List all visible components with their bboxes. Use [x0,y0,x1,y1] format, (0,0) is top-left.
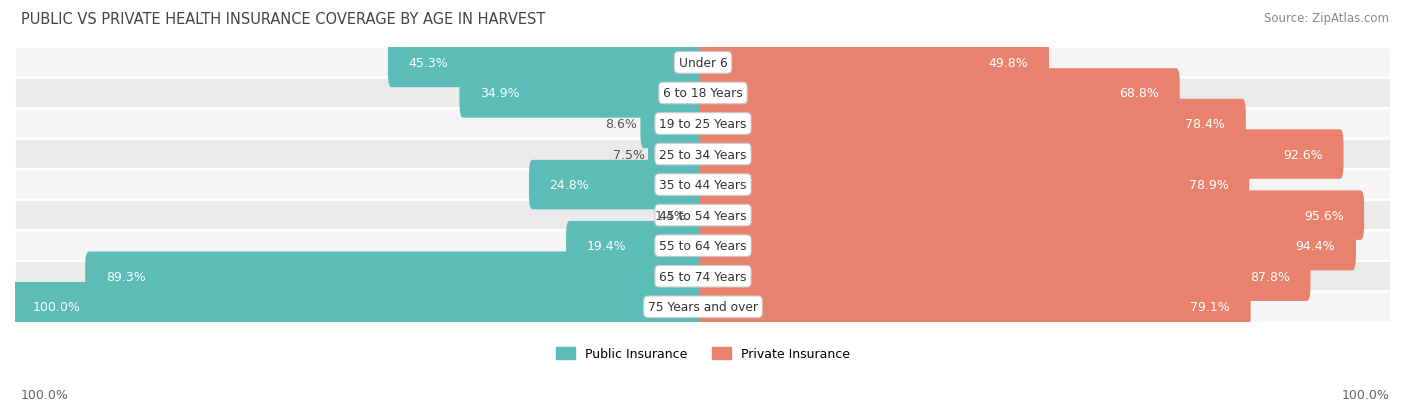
FancyBboxPatch shape [15,48,1391,78]
FancyBboxPatch shape [700,100,1246,149]
Text: 65 to 74 Years: 65 to 74 Years [659,270,747,283]
Text: PUBLIC VS PRIVATE HEALTH INSURANCE COVERAGE BY AGE IN HARVEST: PUBLIC VS PRIVATE HEALTH INSURANCE COVER… [21,12,546,27]
FancyBboxPatch shape [86,252,706,301]
FancyBboxPatch shape [700,38,1049,88]
FancyBboxPatch shape [15,292,1391,322]
Text: 19.4%: 19.4% [586,240,626,253]
FancyBboxPatch shape [388,38,706,88]
FancyBboxPatch shape [690,191,706,240]
FancyBboxPatch shape [700,160,1250,210]
Text: 89.3%: 89.3% [105,270,146,283]
Text: 45 to 54 Years: 45 to 54 Years [659,209,747,222]
Text: 25 to 34 Years: 25 to 34 Years [659,148,747,161]
Text: 7.5%: 7.5% [613,148,644,161]
FancyBboxPatch shape [700,191,1364,240]
FancyBboxPatch shape [15,231,1391,261]
Text: Under 6: Under 6 [679,57,727,70]
Text: 100.0%: 100.0% [32,301,80,313]
FancyBboxPatch shape [15,200,1391,231]
Text: 1.4%: 1.4% [655,209,686,222]
Text: 75 Years and over: 75 Years and over [648,301,758,313]
FancyBboxPatch shape [700,252,1310,301]
Text: 35 to 44 Years: 35 to 44 Years [659,179,747,192]
Text: 34.9%: 34.9% [479,87,520,100]
FancyBboxPatch shape [648,130,706,179]
Text: 100.0%: 100.0% [1341,388,1389,401]
FancyBboxPatch shape [15,140,1391,170]
Text: Source: ZipAtlas.com: Source: ZipAtlas.com [1264,12,1389,25]
FancyBboxPatch shape [640,100,706,149]
FancyBboxPatch shape [700,130,1344,179]
Text: 6 to 18 Years: 6 to 18 Years [664,87,742,100]
Text: 92.6%: 92.6% [1284,148,1323,161]
FancyBboxPatch shape [11,282,706,332]
Text: 24.8%: 24.8% [550,179,589,192]
FancyBboxPatch shape [15,170,1391,200]
Text: 55 to 64 Years: 55 to 64 Years [659,240,747,253]
Text: 78.4%: 78.4% [1185,118,1225,131]
Text: 94.4%: 94.4% [1296,240,1336,253]
FancyBboxPatch shape [700,282,1251,332]
Text: 68.8%: 68.8% [1119,87,1159,100]
Text: 8.6%: 8.6% [605,118,637,131]
Text: 19 to 25 Years: 19 to 25 Years [659,118,747,131]
Text: 45.3%: 45.3% [409,57,449,70]
Text: 100.0%: 100.0% [21,388,69,401]
FancyBboxPatch shape [700,69,1180,119]
Legend: Public Insurance, Private Insurance: Public Insurance, Private Insurance [551,342,855,366]
Text: 79.1%: 79.1% [1191,301,1230,313]
FancyBboxPatch shape [15,261,1391,292]
FancyBboxPatch shape [567,221,706,271]
FancyBboxPatch shape [460,69,706,119]
Text: 49.8%: 49.8% [988,57,1028,70]
Text: 78.9%: 78.9% [1188,179,1229,192]
FancyBboxPatch shape [700,221,1355,271]
FancyBboxPatch shape [15,78,1391,109]
Text: 95.6%: 95.6% [1303,209,1344,222]
FancyBboxPatch shape [15,109,1391,140]
Text: 87.8%: 87.8% [1250,270,1289,283]
FancyBboxPatch shape [529,160,706,210]
